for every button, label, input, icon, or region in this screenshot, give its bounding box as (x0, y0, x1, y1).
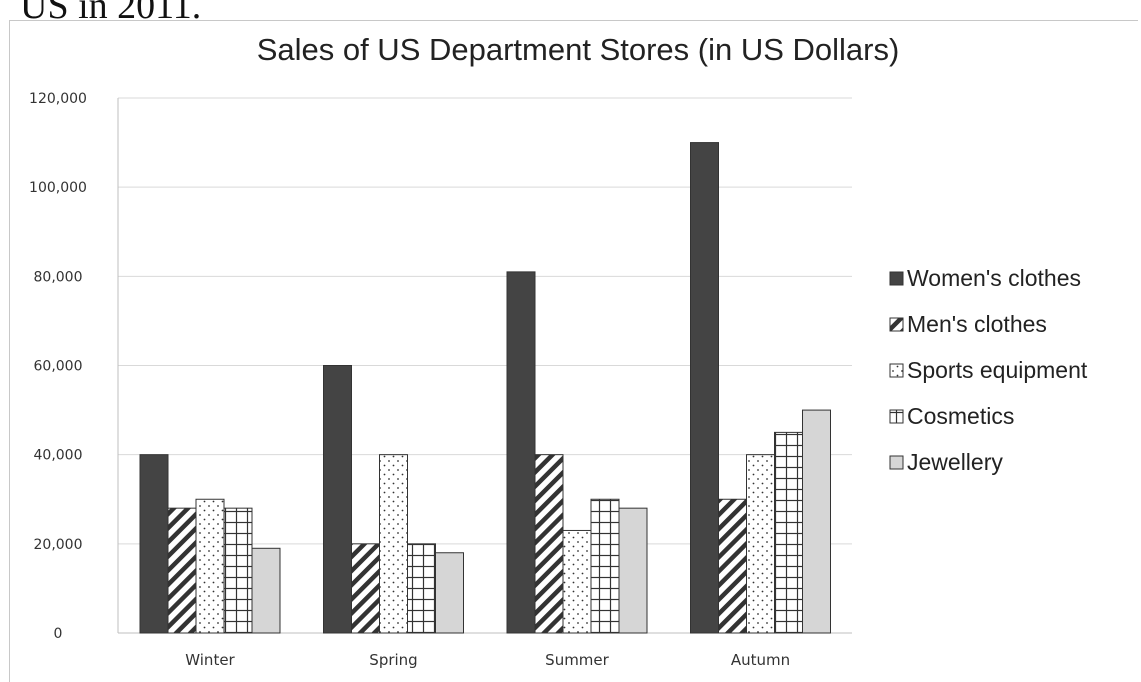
gridlines (118, 97, 852, 545)
bar-jewellery-autumn (802, 409, 831, 634)
legend-swatch (889, 409, 904, 424)
page-header-text: US in 2011. (20, 0, 202, 27)
bar-sports-equipment-winter (195, 498, 225, 634)
bar-men-s-clothes-autumn (718, 498, 747, 634)
legend-swatch (889, 455, 904, 470)
x-category-label: Summer (545, 651, 609, 669)
bar-women-s-clothes-autumn (690, 142, 719, 634)
y-tick-label: 100,000 (29, 180, 87, 196)
legend-swatch (889, 271, 904, 286)
bar-jewellery-winter (251, 547, 281, 634)
bar-jewellery-spring (435, 552, 464, 634)
x-category-label: Spring (369, 651, 417, 669)
bar-sports-equipment-summer (562, 529, 592, 634)
bar-sports-equipment-autumn (746, 454, 775, 634)
legend-label: Women's clothes (907, 265, 1081, 291)
x-category-label: Winter (185, 651, 235, 669)
bar-cosmetics-summer (590, 498, 620, 634)
chart-title: Sales of US Department Stores (in US Dol… (257, 32, 900, 67)
x-category-label: Autumn (731, 651, 790, 669)
bar-cosmetics-spring (407, 543, 436, 634)
bar-sports-equipment-spring (379, 454, 408, 634)
y-tick-label: 40,000 (34, 448, 83, 464)
bars (139, 142, 831, 634)
legend-swatch (889, 363, 904, 378)
y-tick-label: 120,000 (29, 91, 87, 107)
bar-women-s-clothes-spring (323, 365, 352, 634)
y-tick-label: 20,000 (34, 537, 83, 553)
y-tick-label: 0 (54, 626, 63, 642)
y-tick-label: 60,000 (34, 359, 83, 375)
legend-label: Cosmetics (907, 403, 1014, 429)
legend: Women's clothes Men's clothes Sports equip… (889, 265, 1088, 475)
legend-label: Sports equipment (907, 357, 1088, 383)
bar-jewellery-summer (618, 507, 648, 634)
bar-men-s-clothes-summer (534, 454, 564, 634)
chart-frame (9, 20, 1138, 682)
bar-cosmetics-autumn (774, 431, 803, 634)
bar-women-s-clothes-summer (506, 271, 536, 634)
legend-label: Jewellery (907, 449, 1003, 475)
y-tick-label: 80,000 (34, 269, 83, 285)
bar-men-s-clothes-winter (167, 507, 197, 634)
bar-cosmetics-winter (223, 507, 253, 634)
legend-label: Men's clothes (907, 311, 1047, 337)
bar-women-s-clothes-winter (139, 454, 169, 634)
bar-men-s-clothes-spring (351, 543, 380, 634)
legend-swatch (889, 317, 904, 332)
